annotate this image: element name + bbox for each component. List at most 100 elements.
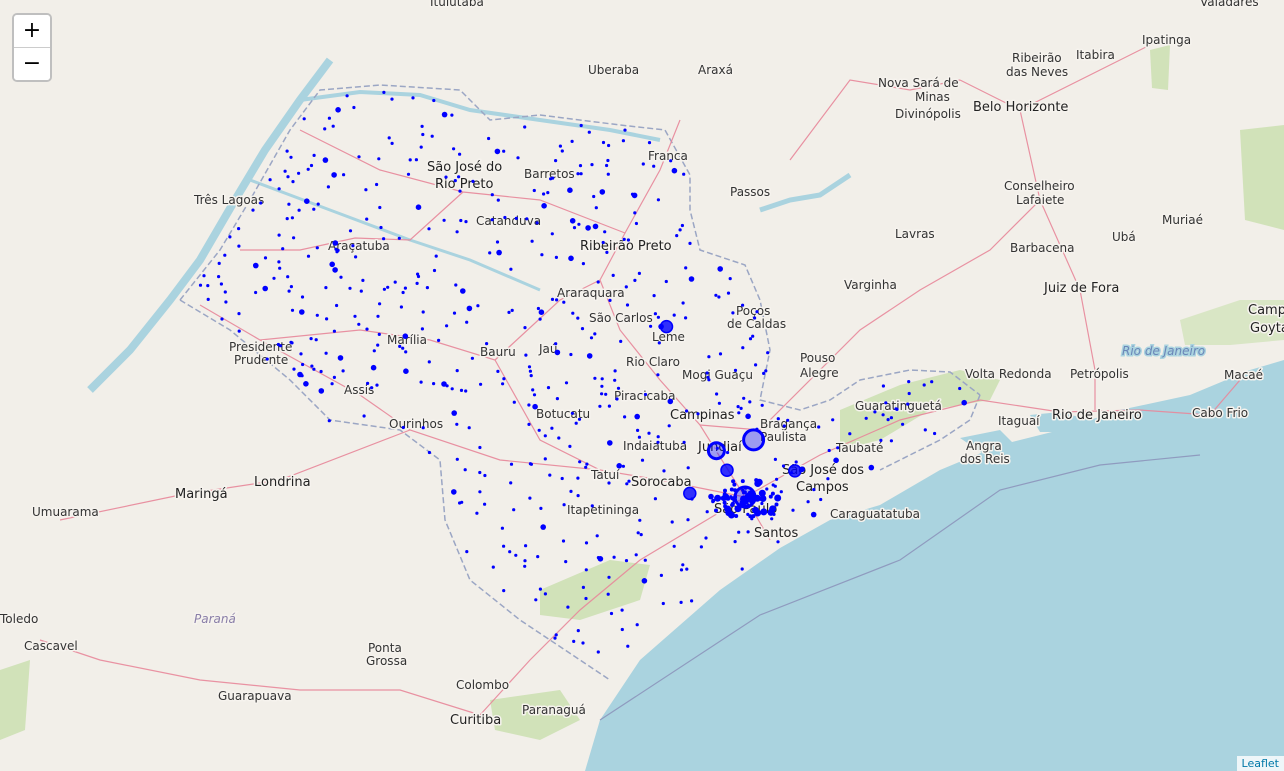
municipality-dot[interactable] [411, 96, 415, 100]
municipality-dot[interactable] [864, 416, 868, 420]
municipality-dot[interactable] [450, 113, 454, 117]
municipality-dot[interactable] [625, 482, 629, 486]
municipality-dot[interactable] [527, 422, 531, 426]
municipality-dot[interactable] [309, 163, 314, 168]
municipality-dot[interactable] [329, 261, 336, 268]
municipality-dot[interactable] [546, 386, 551, 390]
municipality-dot[interactable] [532, 403, 538, 410]
municipality-dot[interactable] [283, 169, 287, 173]
municipality-dot[interactable] [415, 204, 422, 210]
municipality-dot[interactable] [736, 405, 740, 409]
municipality-dot[interactable] [600, 384, 604, 388]
municipality-dot[interactable] [529, 374, 533, 378]
municipality-dot[interactable] [421, 132, 425, 137]
municipality-dot[interactable] [810, 511, 817, 518]
municipality-dot[interactable] [569, 218, 576, 224]
municipality-dot[interactable] [608, 298, 612, 302]
municipality-dot[interactable] [478, 445, 482, 450]
municipality-dot[interactable] [345, 94, 349, 98]
municipality-dot[interactable] [889, 439, 894, 443]
municipality-dot[interactable] [397, 236, 401, 240]
municipality-dot[interactable] [688, 276, 695, 282]
municipality-dot[interactable] [638, 518, 642, 522]
municipality-dot[interactable] [314, 338, 318, 342]
municipality-dot[interactable] [419, 380, 423, 384]
municipality-dot[interactable] [415, 281, 419, 285]
municipality-dot[interactable] [717, 266, 723, 272]
municipality-dot[interactable] [664, 279, 668, 284]
municipality-dot[interactable] [688, 241, 692, 245]
municipality-dot[interactable] [572, 639, 576, 644]
municipality-dot[interactable] [760, 508, 768, 516]
municipality-dot[interactable] [615, 397, 619, 401]
municipality-dot[interactable] [379, 225, 383, 230]
municipality-dot[interactable] [873, 410, 877, 414]
municipality-dot[interactable] [538, 587, 543, 591]
municipality-dot[interactable] [580, 327, 585, 331]
municipality-dot[interactable] [457, 175, 461, 179]
municipality-dot[interactable] [290, 216, 294, 220]
municipality-dot[interactable] [595, 534, 599, 538]
municipality-dot[interactable] [592, 194, 596, 199]
municipality-dot[interactable] [578, 164, 583, 168]
municipality-dot[interactable] [217, 275, 221, 279]
municipality-dot[interactable] [487, 136, 491, 141]
municipality-dot[interactable] [564, 560, 568, 564]
municipality-dot[interactable] [619, 339, 623, 343]
municipality-dot[interactable] [751, 514, 756, 519]
municipality-dot[interactable] [682, 172, 686, 176]
municipality-dot[interactable] [534, 598, 538, 602]
municipality-dot[interactable] [636, 531, 640, 535]
municipality-dot[interactable] [542, 192, 546, 196]
municipality-dot[interactable] [406, 172, 411, 176]
municipality-dot[interactable] [310, 364, 314, 368]
municipality-dot[interactable] [745, 413, 751, 420]
municipality-dot[interactable] [315, 246, 319, 250]
municipality-dot[interactable] [760, 403, 764, 407]
municipality-dot[interactable] [299, 309, 305, 315]
municipality-dot[interactable] [576, 476, 580, 480]
municipality-dot[interactable] [819, 497, 823, 502]
municipality-dot[interactable] [731, 311, 735, 315]
municipality-dot[interactable] [401, 425, 405, 430]
municipality-dot[interactable] [635, 623, 639, 627]
municipality-dot[interactable] [543, 457, 547, 461]
municipality-dot[interactable] [523, 564, 527, 568]
municipality-dot[interactable] [537, 428, 541, 432]
municipality-dot[interactable] [268, 178, 272, 182]
municipality-dot[interactable] [652, 294, 656, 298]
municipality-dot[interactable] [541, 203, 547, 209]
municipality-dot[interactable] [287, 202, 291, 206]
municipality-dot[interactable] [794, 460, 798, 464]
municipality-dot[interactable] [773, 457, 778, 461]
marker-layer[interactable] [659, 319, 802, 509]
municipality-dot[interactable] [726, 291, 731, 295]
municipality-dot[interactable] [419, 145, 423, 149]
municipality-dot[interactable] [907, 380, 911, 384]
municipality-dot[interactable] [623, 415, 627, 419]
municipality-dot[interactable] [330, 382, 334, 386]
municipality-dot[interactable] [746, 530, 750, 534]
municipality-dot[interactable] [706, 375, 710, 379]
municipality-dot[interactable] [579, 123, 583, 128]
municipality-dot[interactable] [507, 310, 511, 314]
municipality-dot[interactable] [416, 272, 420, 276]
municipality-dot[interactable] [607, 481, 611, 485]
municipality-dot[interactable] [576, 172, 580, 176]
municipality-dot[interactable] [889, 416, 894, 420]
municipality-dot[interactable] [770, 517, 774, 521]
municipality-dot[interactable] [868, 464, 875, 471]
municipality-dot[interactable] [322, 157, 329, 163]
municipality-dot[interactable] [292, 236, 296, 240]
municipality-dot[interactable] [613, 369, 617, 373]
municipality-dot[interactable] [528, 369, 533, 373]
municipality-dot[interactable] [278, 266, 282, 270]
municipality-dot[interactable] [574, 421, 578, 425]
municipality-dot[interactable] [496, 249, 502, 256]
municipality-dot[interactable] [451, 410, 458, 416]
municipality-dot[interactable] [584, 465, 588, 469]
municipality-dot[interactable] [733, 540, 737, 544]
municipality-dot[interactable] [585, 462, 589, 466]
municipality-dot[interactable] [228, 235, 232, 239]
municipality-dot[interactable] [539, 506, 543, 510]
